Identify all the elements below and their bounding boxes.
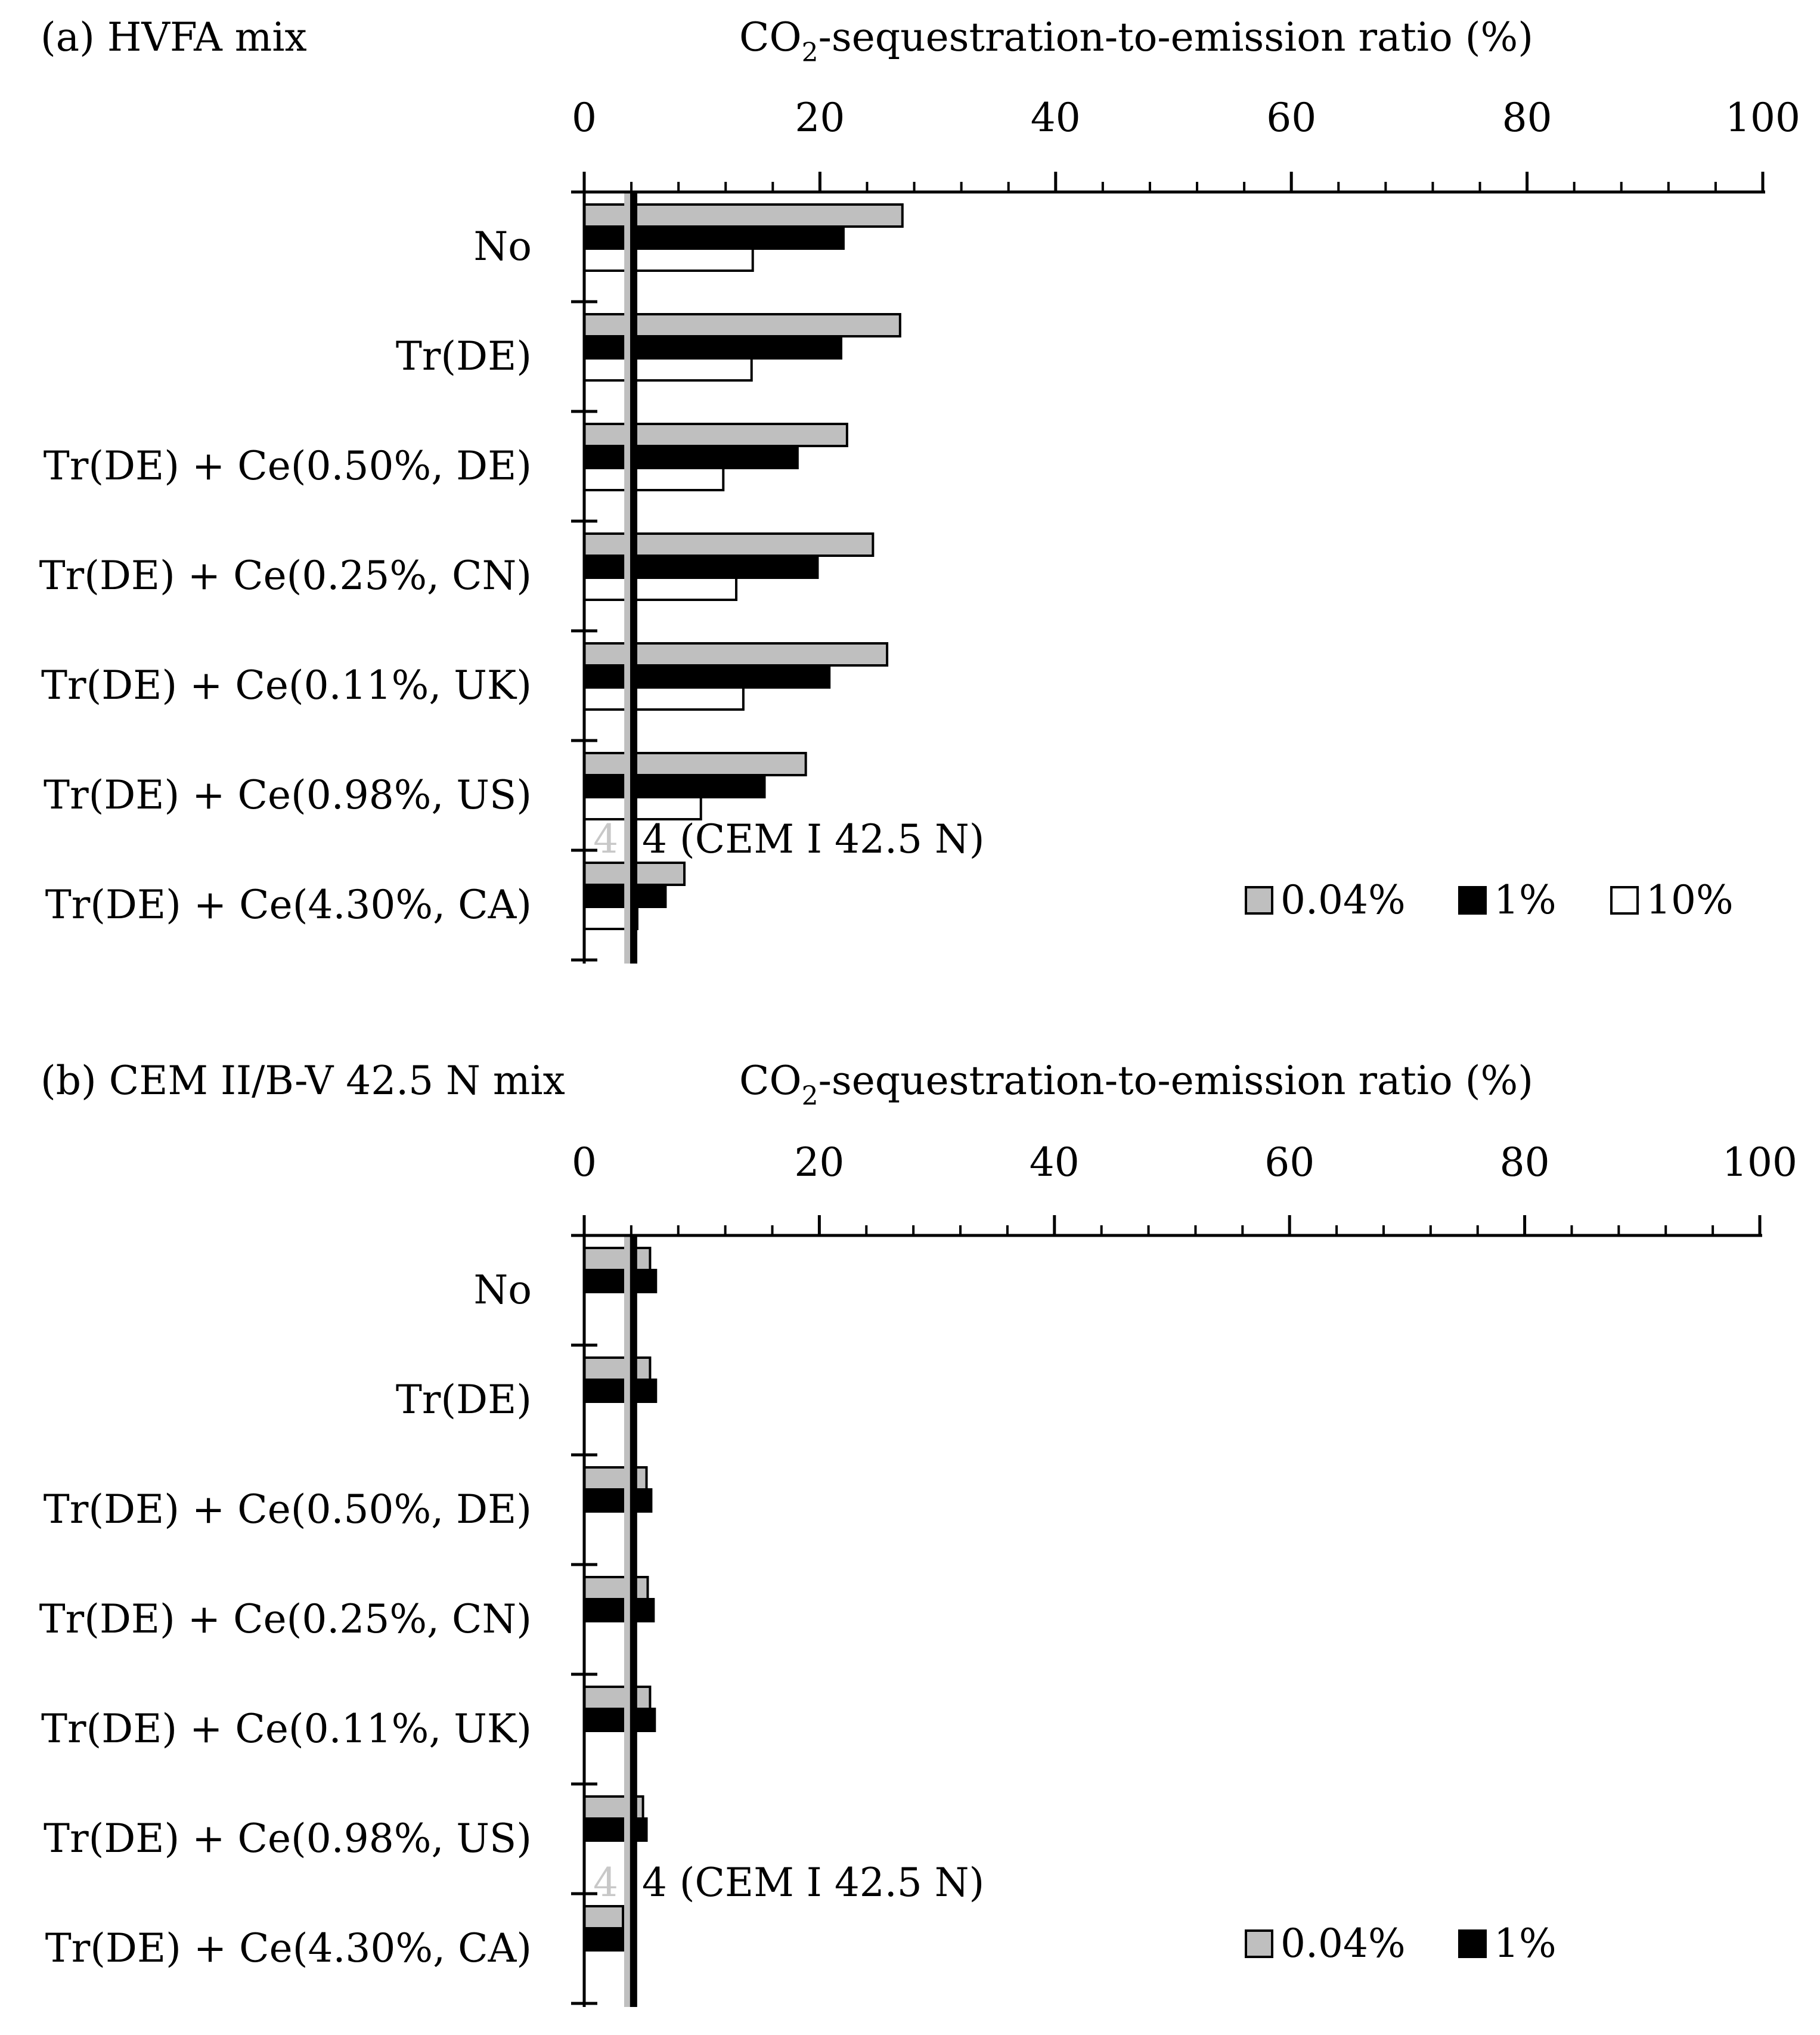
reference-label-a-0: 4 [593,816,618,862]
x-tick-label: 20 [795,95,845,141]
bar-a-s0-c5 [583,752,807,776]
bar-a-s1-c5 [583,774,766,798]
axis-title-subscript: 2 [802,1081,818,1111]
bar-a-s1-c2 [583,445,799,469]
category-label: No [474,224,532,270]
bar-a-s1-c3 [583,555,819,579]
category-label: Tr(DE) + Ce(4.30%, CA) [45,1925,532,1971]
bar-b-s1-c2 [583,1488,653,1513]
x-tick-label: 80 [1500,1139,1550,1185]
bar-a-s1-c0 [583,225,845,250]
legend-label: 10% [1646,877,1734,923]
category-label: Tr(DE) [396,333,532,379]
legend-swatch-a-1 [1458,886,1487,915]
bar-b-s0-c3 [583,1576,649,1600]
x-tick-label: 0 [572,95,597,141]
bar-a-s2-c4 [583,686,745,711]
bar-b-s1-c1 [583,1379,658,1403]
legend-label: 0.04% [1280,877,1406,923]
x-tick-label: 20 [794,1139,844,1185]
bar-b-s1-c4 [583,1708,656,1732]
bar-b-s0-c4 [583,1686,652,1710]
panel-label: (b) CEM II/B-V 42.5 N mix [41,1058,565,1104]
bar-a-s2-c3 [583,577,738,601]
axis-title-prefix: CO [739,1058,802,1104]
x-tick-label: 100 [1725,95,1800,141]
category-label: Tr(DE) + Ce(0.98%, US) [44,772,532,818]
legend-swatch-b-1 [1458,1929,1487,1958]
category-label: Tr(DE) + Ce(0.11%, UK) [41,662,532,708]
category-label: Tr(DE) + Ce(0.50%, DE) [44,443,532,489]
bar-b-s0-c2 [583,1466,648,1491]
bar-b-s0-c0 [583,1247,652,1271]
chart-panel-b: (b) CEM II/B-V 42.5 N mix CO2-sequestrati… [39,1058,1797,2007]
panel-label: (a) HVFA mix [41,14,307,60]
x-tick-label: 40 [1031,95,1081,141]
category-label: Tr(DE) + Ce(0.50%, DE) [44,1486,532,1532]
bar-a-s2-c2 [583,467,725,491]
bar-b-s0-c1 [583,1356,652,1381]
x-tick-label: 0 [572,1139,597,1185]
category-label: Tr(DE) + Ce(4.30%, CA) [45,882,532,928]
category-label: Tr(DE) + Ce(0.98%, US) [44,1816,532,1861]
category-label: Tr(DE) + Ce(0.11%, UK) [41,1706,532,1752]
x-tick-label: 60 [1266,95,1316,141]
x-tick-label: 40 [1030,1139,1080,1185]
bar-a-s2-c1 [583,357,753,382]
bar-a-s0-c2 [583,423,848,447]
reference-label-a-1: 4 (CEM I 42.5 N) [642,816,984,862]
axis-title: CO2-sequestration-to-emission ratio (%) [739,1058,1533,1111]
axis-title: CO2-sequestration-to-emission ratio (%) [739,14,1533,68]
legend-swatch-b-0 [1245,1929,1273,1958]
bar-a-s1-c4 [583,664,831,689]
axis-title-subscript: 2 [802,38,818,68]
category-label: No [474,1267,532,1313]
legend-label: 1% [1494,877,1557,923]
category-label: Tr(DE) + Ce(0.25%, CN) [39,1596,532,1642]
axis-title-suffix: -sequestration-to-emission ratio (%) [818,1058,1533,1104]
x-tick-label: 100 [1722,1139,1797,1185]
category-label: Tr(DE) [396,1377,532,1423]
bar-a-s1-c1 [583,335,842,360]
bar-a-s2-c0 [583,247,754,272]
bar-b-s1-c5 [583,1817,648,1842]
x-tick-label: 60 [1264,1139,1314,1185]
legend-swatch-a-2 [1610,886,1639,915]
bar-b-s0-c6 [583,1905,625,1929]
legend-swatch-a-0 [1245,886,1273,915]
legend-label: 0.04% [1280,1921,1406,1966]
bar-b-s1-c3 [583,1598,655,1622]
reference-label-b-0: 4 [593,1860,618,1906]
axis-title-prefix: CO [739,14,802,60]
bar-a-s2-c5 [583,796,702,820]
axis-title-suffix: -sequestration-to-emission ratio (%) [818,14,1533,60]
bar-b-s1-c0 [583,1269,658,1293]
chart-panel-a: (a) HVFA mix CO2-sequestration-to-emissio… [39,14,1800,964]
legend-label: 1% [1494,1921,1557,1966]
reference-label-b-1: 4 (CEM I 42.5 N) [642,1860,984,1906]
category-label: Tr(DE) + Ce(0.25%, CN) [39,553,532,599]
x-tick-label: 80 [1502,95,1552,141]
bar-b-s1-c6 [583,1927,626,1952]
